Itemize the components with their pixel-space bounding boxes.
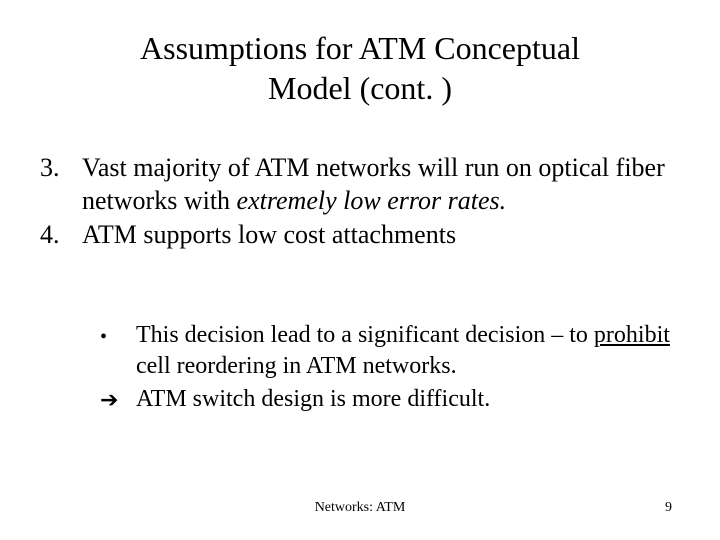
page-number: 9: [665, 500, 672, 516]
list-item: 4. ATM supports low cost attachments: [40, 219, 680, 252]
list-text: ATM supports low cost attachments: [82, 219, 680, 252]
bullet-icon: •: [100, 320, 136, 382]
text-pre: This decision lead to a significant deci…: [136, 322, 594, 348]
text-pre: ATM supports low cost attachments: [82, 220, 456, 249]
body-list: 3. Vast majority of ATM networks will ru…: [40, 152, 680, 254]
list-marker: 4.: [40, 219, 82, 252]
footer-center: Networks: ATM: [0, 500, 720, 516]
list-text: Vast majority of ATM networks will run o…: [82, 152, 680, 217]
sub-text: ATM switch design is more difficult.: [136, 384, 680, 415]
text-em: extremely low error rates.: [237, 186, 507, 215]
sub-item: • This decision lead to a significant de…: [100, 320, 680, 382]
text-post: cell reordering in ATM networks.: [136, 353, 457, 379]
arrow-icon: ➔: [100, 384, 136, 415]
list-marker: 3.: [40, 152, 82, 217]
sub-list: • This decision lead to a significant de…: [100, 320, 680, 418]
slide-title: Assumptions for ATM Conceptual Model (co…: [0, 28, 720, 108]
title-line1: Assumptions for ATM Conceptual: [140, 30, 580, 66]
slide: Assumptions for ATM Conceptual Model (co…: [0, 0, 720, 540]
list-item: 3. Vast majority of ATM networks will ru…: [40, 152, 680, 217]
title-line2: Model (cont. ): [268, 70, 452, 106]
text-pre: ATM switch design is more difficult.: [136, 386, 490, 412]
sub-item: ➔ ATM switch design is more difficult.: [100, 384, 680, 415]
text-ul: prohibit: [594, 322, 670, 348]
sub-text: This decision lead to a significant deci…: [136, 320, 680, 382]
